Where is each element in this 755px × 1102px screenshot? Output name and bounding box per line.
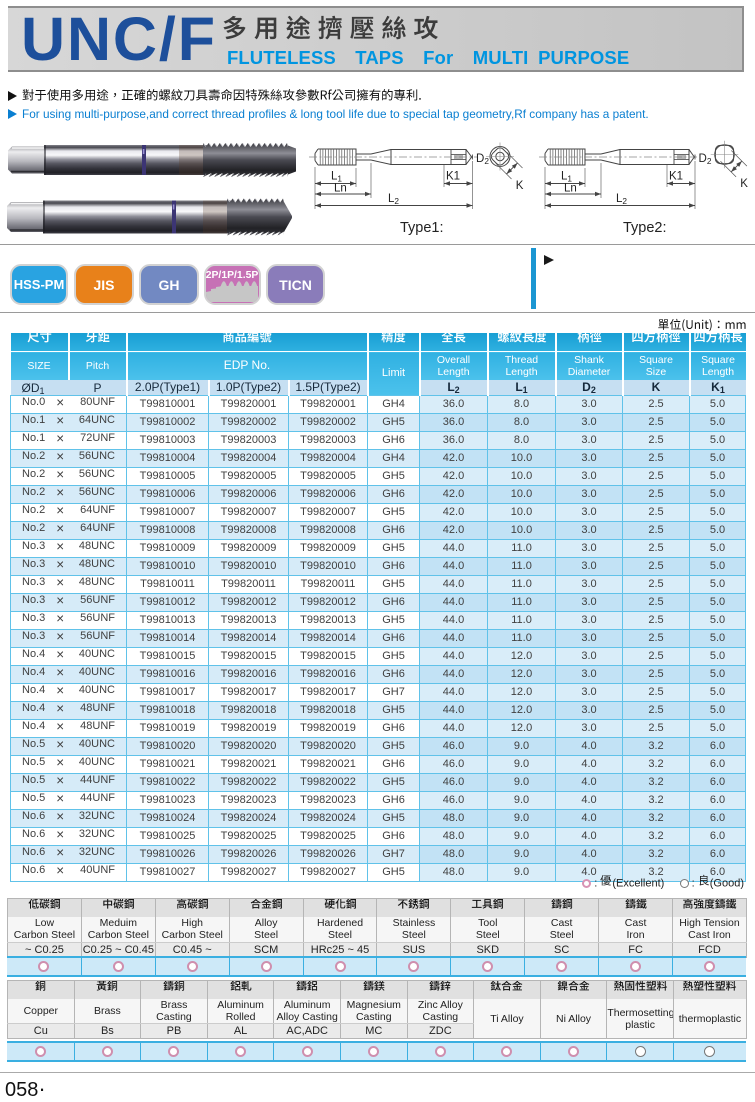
svg-text:K1: K1 bbox=[669, 171, 683, 183]
svg-text:K: K bbox=[740, 178, 748, 190]
svg-text:2P/1P/1.5P: 2P/1P/1.5P bbox=[206, 270, 258, 281]
svg-text:L2: L2 bbox=[388, 193, 399, 206]
svg-text:Type2:: Type2: bbox=[623, 220, 667, 236]
svg-text:K: K bbox=[516, 180, 524, 192]
svg-text:L2: L2 bbox=[616, 193, 627, 206]
svg-text:D2: D2 bbox=[476, 153, 489, 166]
svg-text:Ln: Ln bbox=[334, 183, 347, 195]
svg-text:K1: K1 bbox=[446, 171, 460, 183]
svg-text:D2: D2 bbox=[699, 153, 712, 166]
svg-text:Ln: Ln bbox=[564, 183, 577, 195]
svg-text:Type1:: Type1: bbox=[400, 220, 444, 236]
svg-text:L1: L1 bbox=[561, 171, 572, 184]
svg-text:L1: L1 bbox=[331, 171, 342, 184]
